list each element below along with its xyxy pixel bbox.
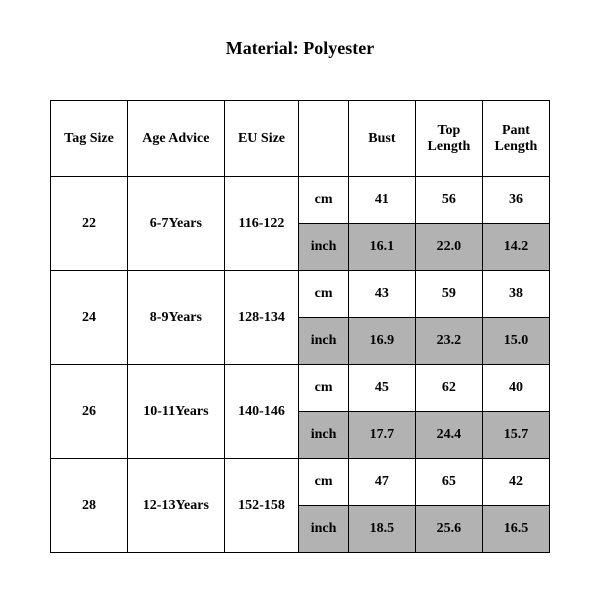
- cell-age-advice: 10-11Years: [127, 365, 224, 459]
- cell-tag-size: 28: [51, 459, 128, 553]
- cell-age-advice: 8-9Years: [127, 271, 224, 365]
- cell-pant-length-inch: 15.7: [482, 412, 549, 459]
- cell-unit-cm: cm: [299, 177, 349, 224]
- size-table: Tag Size Age Advice EU Size Bust Top Len…: [50, 100, 550, 553]
- cell-pant-length-inch: 15.0: [482, 318, 549, 365]
- cell-unit-cm: cm: [299, 459, 349, 506]
- cell-bust-inch: 16.1: [348, 224, 415, 271]
- cell-top-length-cm: 56: [415, 177, 482, 224]
- col-header-age-advice: Age Advice: [127, 101, 224, 177]
- cell-bust-inch: 16.9: [348, 318, 415, 365]
- cell-top-length-cm: 62: [415, 365, 482, 412]
- cell-tag-size: 22: [51, 177, 128, 271]
- cell-top-length-cm: 59: [415, 271, 482, 318]
- cell-eu-size: 128-134: [224, 271, 298, 365]
- table-row: 26 10-11Years 140-146 cm 45 62 40: [51, 365, 550, 412]
- col-header-bust: Bust: [348, 101, 415, 177]
- header-row: Tag Size Age Advice EU Size Bust Top Len…: [51, 101, 550, 177]
- col-header-top-length: Top Length: [415, 101, 482, 177]
- cell-top-length-inch: 22.0: [415, 224, 482, 271]
- cell-top-length-inch: 25.6: [415, 506, 482, 553]
- page-title: Material: Polyester: [0, 38, 600, 59]
- cell-unit-inch: inch: [299, 506, 349, 553]
- table-row: 28 12-13Years 152-158 cm 47 65 42: [51, 459, 550, 506]
- cell-age-advice: 12-13Years: [127, 459, 224, 553]
- col-header-unit: [299, 101, 349, 177]
- cell-unit-inch: inch: [299, 224, 349, 271]
- page: Material: Polyester Tag Size Age Advice …: [0, 0, 600, 600]
- cell-unit-cm: cm: [299, 271, 349, 318]
- cell-bust-cm: 47: [348, 459, 415, 506]
- cell-bust-inch: 17.7: [348, 412, 415, 459]
- cell-tag-size: 24: [51, 271, 128, 365]
- col-header-pant-length: Pant Length: [482, 101, 549, 177]
- cell-tag-size: 26: [51, 365, 128, 459]
- table-row: 22 6-7Years 116-122 cm 41 56 36: [51, 177, 550, 224]
- cell-age-advice: 6-7Years: [127, 177, 224, 271]
- cell-pant-length-cm: 36: [482, 177, 549, 224]
- cell-bust-cm: 41: [348, 177, 415, 224]
- cell-unit-inch: inch: [299, 412, 349, 459]
- cell-pant-length-cm: 42: [482, 459, 549, 506]
- col-header-tag-size: Tag Size: [51, 101, 128, 177]
- cell-top-length-inch: 23.2: [415, 318, 482, 365]
- cell-bust-cm: 45: [348, 365, 415, 412]
- cell-eu-size: 116-122: [224, 177, 298, 271]
- table-row: 24 8-9Years 128-134 cm 43 59 38: [51, 271, 550, 318]
- cell-pant-length-inch: 14.2: [482, 224, 549, 271]
- cell-bust-inch: 18.5: [348, 506, 415, 553]
- cell-bust-cm: 43: [348, 271, 415, 318]
- cell-eu-size: 140-146: [224, 365, 298, 459]
- cell-pant-length-cm: 38: [482, 271, 549, 318]
- cell-pant-length-cm: 40: [482, 365, 549, 412]
- cell-pant-length-inch: 16.5: [482, 506, 549, 553]
- cell-unit-inch: inch: [299, 318, 349, 365]
- cell-top-length-cm: 65: [415, 459, 482, 506]
- cell-top-length-inch: 24.4: [415, 412, 482, 459]
- col-header-eu-size: EU Size: [224, 101, 298, 177]
- cell-eu-size: 152-158: [224, 459, 298, 553]
- cell-unit-cm: cm: [299, 365, 349, 412]
